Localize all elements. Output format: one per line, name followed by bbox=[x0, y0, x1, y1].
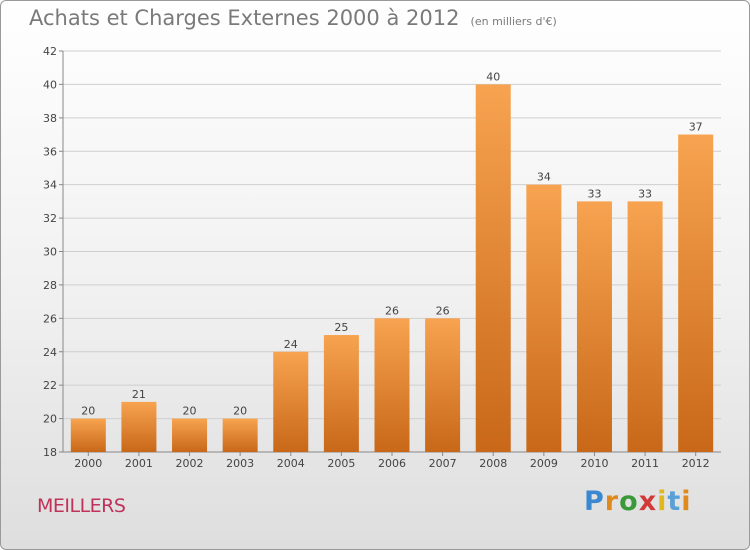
y-tick-label: 42 bbox=[43, 45, 57, 58]
bar-value-label: 20 bbox=[183, 405, 197, 418]
bar-value-label: 33 bbox=[587, 187, 601, 200]
y-tick-label: 30 bbox=[43, 246, 57, 259]
bar-value-label: 24 bbox=[284, 338, 298, 351]
y-tick-label: 40 bbox=[43, 78, 57, 91]
bar bbox=[273, 351, 309, 452]
logo-letter: t bbox=[667, 486, 682, 517]
y-tick-label: 28 bbox=[43, 279, 57, 292]
y-tick-label: 26 bbox=[43, 312, 57, 325]
bar-value-label: 20 bbox=[81, 405, 95, 418]
logo-letter: i bbox=[681, 486, 692, 517]
bar-value-label: 33 bbox=[638, 187, 652, 200]
bar bbox=[576, 201, 612, 452]
bar bbox=[425, 318, 461, 452]
x-tick-label: 2010 bbox=[580, 457, 608, 470]
x-tick-label: 2008 bbox=[479, 457, 507, 470]
y-tick-label: 36 bbox=[43, 145, 57, 158]
bar-value-label: 25 bbox=[334, 321, 348, 334]
bar bbox=[475, 84, 511, 453]
bar bbox=[678, 134, 714, 452]
x-tick-label: 2002 bbox=[176, 457, 204, 470]
x-tick-label: 2007 bbox=[429, 457, 457, 470]
y-tick-label: 34 bbox=[43, 179, 57, 192]
y-tick-label: 18 bbox=[43, 446, 57, 459]
bar-value-label: 26 bbox=[436, 304, 450, 317]
x-tick-label: 2001 bbox=[125, 457, 153, 470]
bar bbox=[627, 201, 663, 452]
bar-value-label: 34 bbox=[537, 171, 551, 184]
bar-value-label: 40 bbox=[486, 70, 500, 83]
bar-value-label: 37 bbox=[689, 121, 703, 134]
x-tick-label: 2005 bbox=[327, 457, 355, 470]
bar bbox=[172, 418, 208, 452]
chart-title-block: Achats et Charges Externes 2000 à 2012 (… bbox=[29, 6, 557, 30]
bar bbox=[121, 401, 157, 452]
bar bbox=[222, 418, 258, 452]
bar-value-label: 21 bbox=[132, 388, 146, 401]
x-tick-label: 2003 bbox=[226, 457, 254, 470]
bar bbox=[323, 335, 359, 452]
chart-unit-note: (en milliers d'€) bbox=[470, 15, 557, 28]
proxiti-logo: Proxiti bbox=[584, 486, 692, 517]
y-tick-label: 20 bbox=[43, 413, 57, 426]
y-tick-label: 32 bbox=[43, 212, 57, 225]
bar bbox=[526, 184, 562, 452]
y-tick-label: 24 bbox=[43, 346, 57, 359]
x-tick-label: 2011 bbox=[631, 457, 659, 470]
logo-letter: i bbox=[657, 486, 668, 517]
place-name: MEILLERS bbox=[37, 495, 126, 517]
logo-letter: x bbox=[638, 486, 658, 517]
logo-letter: P bbox=[584, 486, 605, 517]
bar-value-label: 20 bbox=[233, 405, 247, 418]
x-tick-label: 2004 bbox=[277, 457, 305, 470]
x-tick-label: 2000 bbox=[74, 457, 102, 470]
bar-value-label: 26 bbox=[385, 304, 399, 317]
logo-letter: o bbox=[619, 486, 639, 517]
logo-letter: r bbox=[604, 486, 620, 517]
x-tick-label: 2006 bbox=[378, 457, 406, 470]
y-tick-label: 38 bbox=[43, 112, 57, 125]
x-tick-label: 2012 bbox=[682, 457, 710, 470]
bar bbox=[374, 318, 410, 452]
y-tick-label: 22 bbox=[43, 379, 57, 392]
chart-title: Achats et Charges Externes 2000 à 2012 bbox=[29, 6, 460, 30]
bar bbox=[70, 418, 106, 452]
x-tick-label: 2009 bbox=[530, 457, 558, 470]
